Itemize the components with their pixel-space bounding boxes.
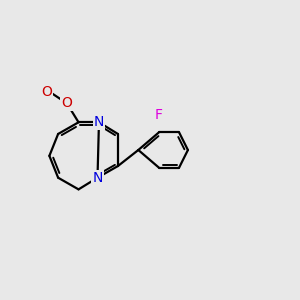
Text: N: N (94, 115, 104, 129)
Text: N: N (92, 171, 103, 185)
Text: O: O (41, 85, 52, 99)
Text: O: O (61, 96, 72, 110)
Text: F: F (155, 108, 163, 122)
